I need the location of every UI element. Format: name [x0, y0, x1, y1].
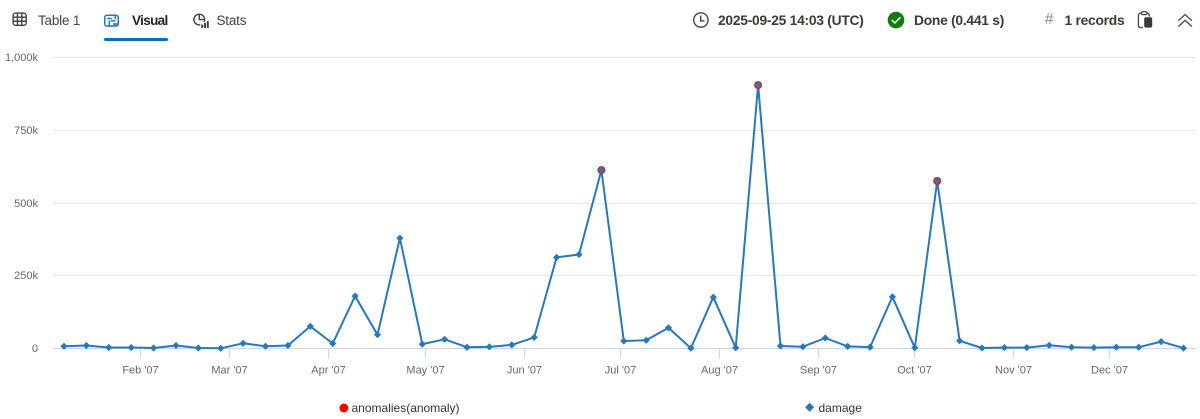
svg-text:Sep '07: Sep '07 [800, 365, 837, 377]
svg-text:Jun '07: Jun '07 [507, 365, 542, 377]
svg-text:Aug '07: Aug '07 [701, 365, 738, 377]
svg-text:500k: 500k [14, 198, 38, 210]
svg-text:1,000k: 1,000k [5, 52, 39, 64]
svg-text:Feb '07: Feb '07 [122, 365, 158, 377]
svg-text:750k: 750k [14, 125, 38, 137]
svg-text:Mar '07: Mar '07 [211, 365, 247, 377]
svg-text:Dec '07: Dec '07 [1091, 365, 1128, 377]
svg-text:250k: 250k [14, 270, 38, 282]
svg-text:Jul '07: Jul '07 [605, 365, 636, 377]
svg-text:Apr '07: Apr '07 [311, 365, 346, 377]
svg-text:damage: damage [819, 401, 863, 415]
svg-text:May '07: May '07 [406, 365, 444, 377]
svg-text:0: 0 [32, 343, 38, 355]
svg-text:Oct '07: Oct '07 [897, 365, 932, 377]
svg-text:Nov '07: Nov '07 [995, 365, 1032, 377]
svg-text:anomalies(anomaly): anomalies(anomaly) [352, 401, 460, 415]
